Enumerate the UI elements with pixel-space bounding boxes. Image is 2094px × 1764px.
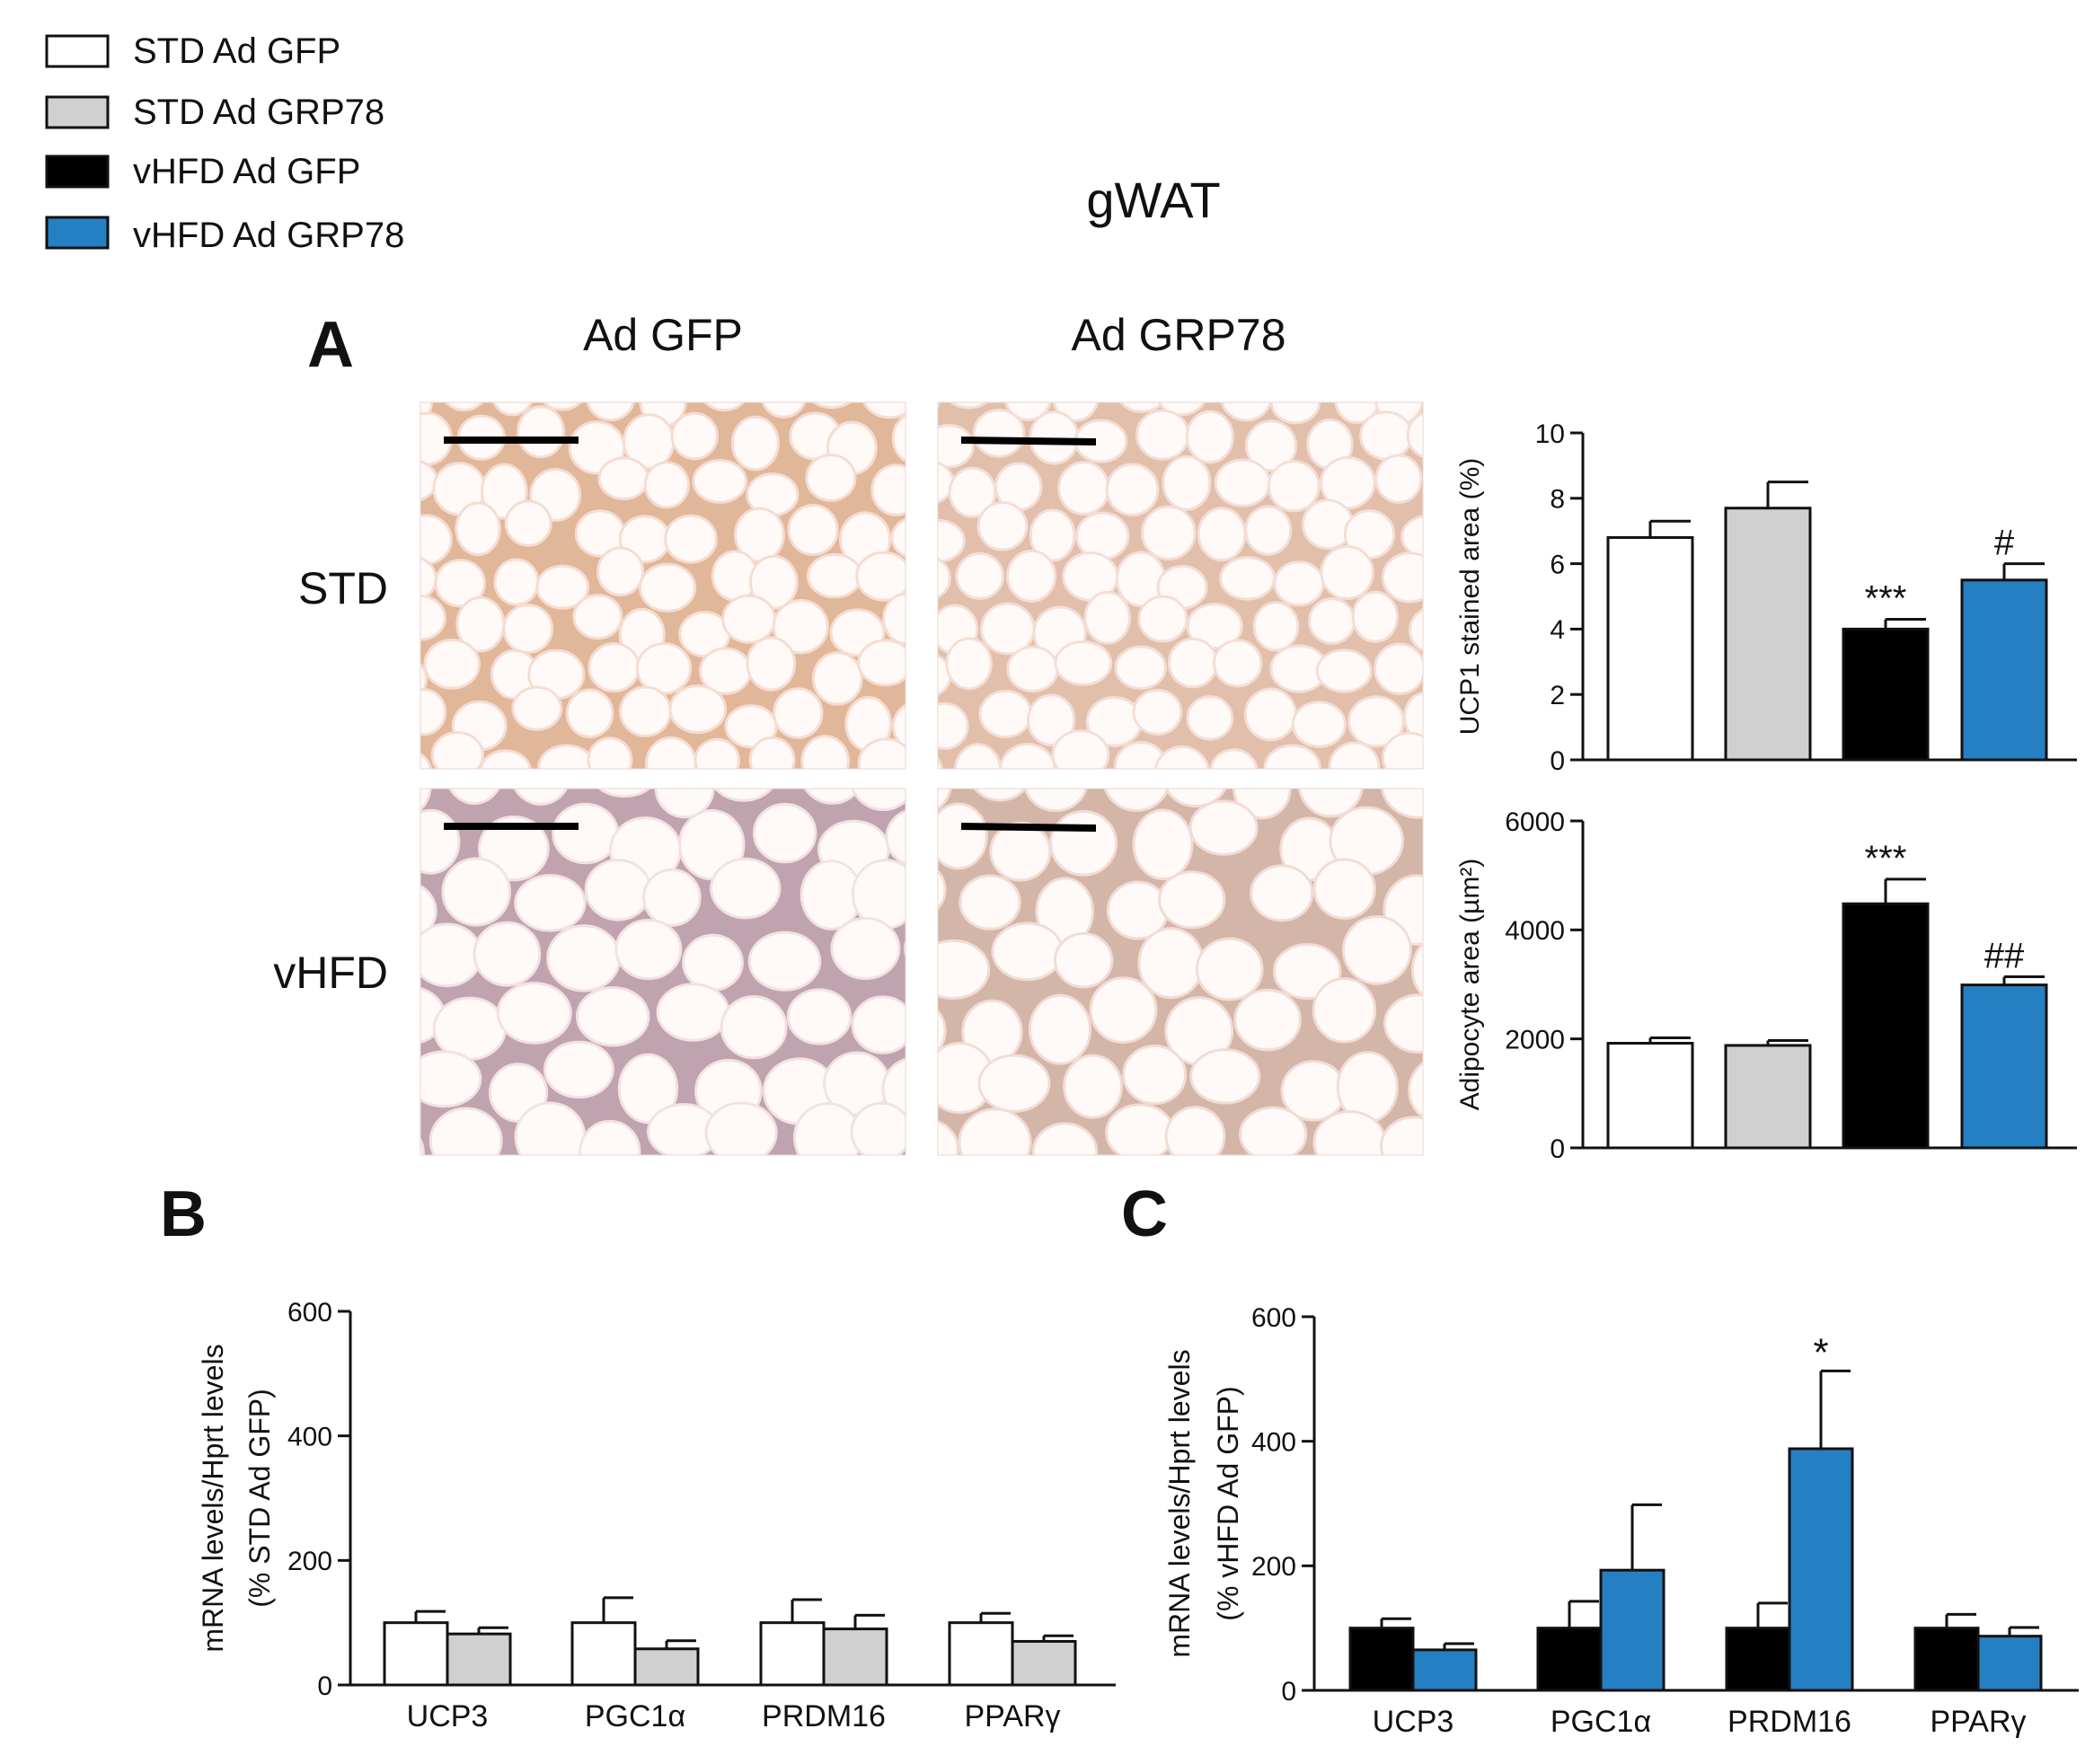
legend-swatch-vhfd-ad-grp78 bbox=[45, 216, 110, 250]
panel-label-b: B bbox=[160, 1178, 207, 1250]
legend-swatch-std-ad-grp78 bbox=[45, 95, 110, 129]
group-2-bar bbox=[1724, 507, 1812, 762]
series-2-bar bbox=[446, 1632, 512, 1687]
y-tick-label: 0 bbox=[1550, 1134, 1565, 1164]
y-axis-label: (% vHFD Ad GFP) bbox=[1212, 1386, 1244, 1620]
micrograph-std-gfp bbox=[420, 401, 906, 770]
micrographs bbox=[420, 401, 1424, 1156]
series-2-bar bbox=[1976, 1635, 2043, 1692]
legend-label-std-ad-grp78: STD Ad GRP78 bbox=[133, 93, 384, 132]
y-tick-label: 600 bbox=[287, 1298, 332, 1327]
legend-label-std-ad-gfp: STD Ad GFP bbox=[133, 31, 340, 71]
y-tick-label: 600 bbox=[1251, 1303, 1296, 1333]
y-tick-label: 400 bbox=[1251, 1427, 1296, 1457]
series-2-bar bbox=[1011, 1639, 1077, 1687]
legend-swatch-std-ad-gfp bbox=[45, 34, 110, 68]
x-tick-label: PPARγ bbox=[964, 1699, 1060, 1733]
legend-swatch-vhfd-ad-gfp bbox=[45, 154, 110, 189]
y-tick-label: 4 bbox=[1550, 615, 1565, 645]
series-2-bar bbox=[1599, 1568, 1665, 1692]
x-tick-label: UCP3 bbox=[1373, 1705, 1454, 1739]
series-2-bar bbox=[1411, 1648, 1478, 1692]
chart-ucp1: 0 2 4 6 8 10 *** # UCP1 stained area (%) bbox=[1455, 419, 2077, 776]
y-axis-label: Adipocyte area (µm²) bbox=[1455, 859, 1485, 1111]
significance-label: # bbox=[1994, 524, 2015, 563]
y-tick-label: 8 bbox=[1550, 485, 1565, 515]
series-2-bar bbox=[633, 1647, 700, 1687]
y-tick-label: 2 bbox=[1550, 681, 1565, 710]
scale-bar bbox=[960, 823, 1097, 832]
x-tick-label: PRDM16 bbox=[762, 1699, 886, 1733]
significance-label: * bbox=[1813, 1330, 1828, 1374]
significance-label: *** bbox=[1865, 578, 1907, 618]
y-axis-label: UCP1 stained area (%) bbox=[1455, 458, 1485, 735]
series-1-bar bbox=[570, 1621, 637, 1687]
series-1-bar bbox=[1348, 1627, 1415, 1692]
y-tick-label: 0 bbox=[1550, 746, 1565, 776]
scale-bar bbox=[960, 437, 1097, 445]
group-3-bar bbox=[1842, 627, 1930, 762]
micrograph-vhfd-grp78 bbox=[937, 788, 1424, 1156]
series-1-bar bbox=[383, 1621, 449, 1687]
legend-label-vhfd-ad-grp78: vHFD Ad GRP78 bbox=[133, 216, 404, 255]
column-label-ad-grp78: Ad GRP78 bbox=[1071, 310, 1286, 360]
column-label-ad-gfp: Ad GFP bbox=[583, 310, 743, 360]
y-tick-label: 10 bbox=[1535, 419, 1565, 449]
legend: STD Ad GFP STD Ad GRP78 vHFD Ad GFP vHFD… bbox=[45, 31, 404, 255]
series-2-bar bbox=[1788, 1447, 1854, 1692]
legend-label-vhfd-ad-gfp: vHFD Ad GFP bbox=[133, 152, 360, 191]
significance-label: ## bbox=[1984, 937, 2025, 976]
group-3-bar bbox=[1842, 902, 1930, 1150]
x-tick-label: PGC1α bbox=[585, 1699, 685, 1733]
figure-title: gWAT bbox=[1086, 172, 1220, 228]
series-1-bar bbox=[1536, 1627, 1603, 1692]
y-axis-label: (% STD Ad GFP) bbox=[243, 1389, 276, 1608]
group-2-bar bbox=[1724, 1044, 1812, 1150]
chart-C: 0 200 400 600 UCP3 PGC1α * PRDM16 PPARγ mRNA leve… bbox=[1163, 1303, 2079, 1739]
group-1-bar bbox=[1606, 1042, 1694, 1150]
y-tick-label: 200 bbox=[287, 1547, 332, 1576]
group-4-bar bbox=[1960, 578, 2048, 762]
y-tick-label: 4000 bbox=[1505, 916, 1565, 946]
y-tick-label: 0 bbox=[317, 1671, 332, 1701]
panel-label-c: C bbox=[1121, 1178, 1168, 1250]
x-tick-label: PPARγ bbox=[1930, 1705, 2026, 1739]
series-1-bar bbox=[948, 1621, 1014, 1687]
y-axis-label: mRNA levels/Hprt levels bbox=[1163, 1349, 1196, 1657]
y-axis-label: mRNA levels/Hprt levels bbox=[197, 1344, 229, 1652]
significance-label: *** bbox=[1865, 839, 1907, 878]
y-tick-label: 6 bbox=[1550, 550, 1565, 579]
series-1-bar bbox=[1913, 1627, 1980, 1692]
group-4-bar bbox=[1960, 983, 2048, 1150]
y-tick-label: 0 bbox=[1281, 1677, 1296, 1707]
x-tick-label: PRDM16 bbox=[1727, 1705, 1851, 1739]
micrograph-vhfd-gfp bbox=[420, 788, 906, 1156]
row-label-std: STD bbox=[298, 563, 388, 613]
group-1-bar bbox=[1606, 535, 1694, 762]
micrograph-std-grp78 bbox=[937, 401, 1424, 770]
chart-B: 0 200 400 600 UCP3 PGC1α PRDM16 PPARγ mRNA level… bbox=[197, 1298, 1116, 1733]
series-1-bar bbox=[759, 1621, 826, 1687]
y-tick-label: 2000 bbox=[1505, 1025, 1565, 1054]
y-tick-label: 400 bbox=[287, 1422, 332, 1451]
y-tick-label: 200 bbox=[1251, 1552, 1296, 1582]
x-tick-label: UCP3 bbox=[407, 1699, 489, 1733]
panel-label-a: A bbox=[307, 309, 354, 381]
series-2-bar bbox=[822, 1627, 888, 1687]
y-tick-label: 6000 bbox=[1505, 807, 1565, 837]
row-label-vhfd: vHFD bbox=[273, 948, 388, 998]
x-tick-label: PGC1α bbox=[1551, 1705, 1651, 1739]
series-1-bar bbox=[1725, 1627, 1791, 1692]
chart-adipocyte: 0 2000 4000 6000 *** ## Adipocyte area (µm²) bbox=[1455, 807, 2077, 1164]
